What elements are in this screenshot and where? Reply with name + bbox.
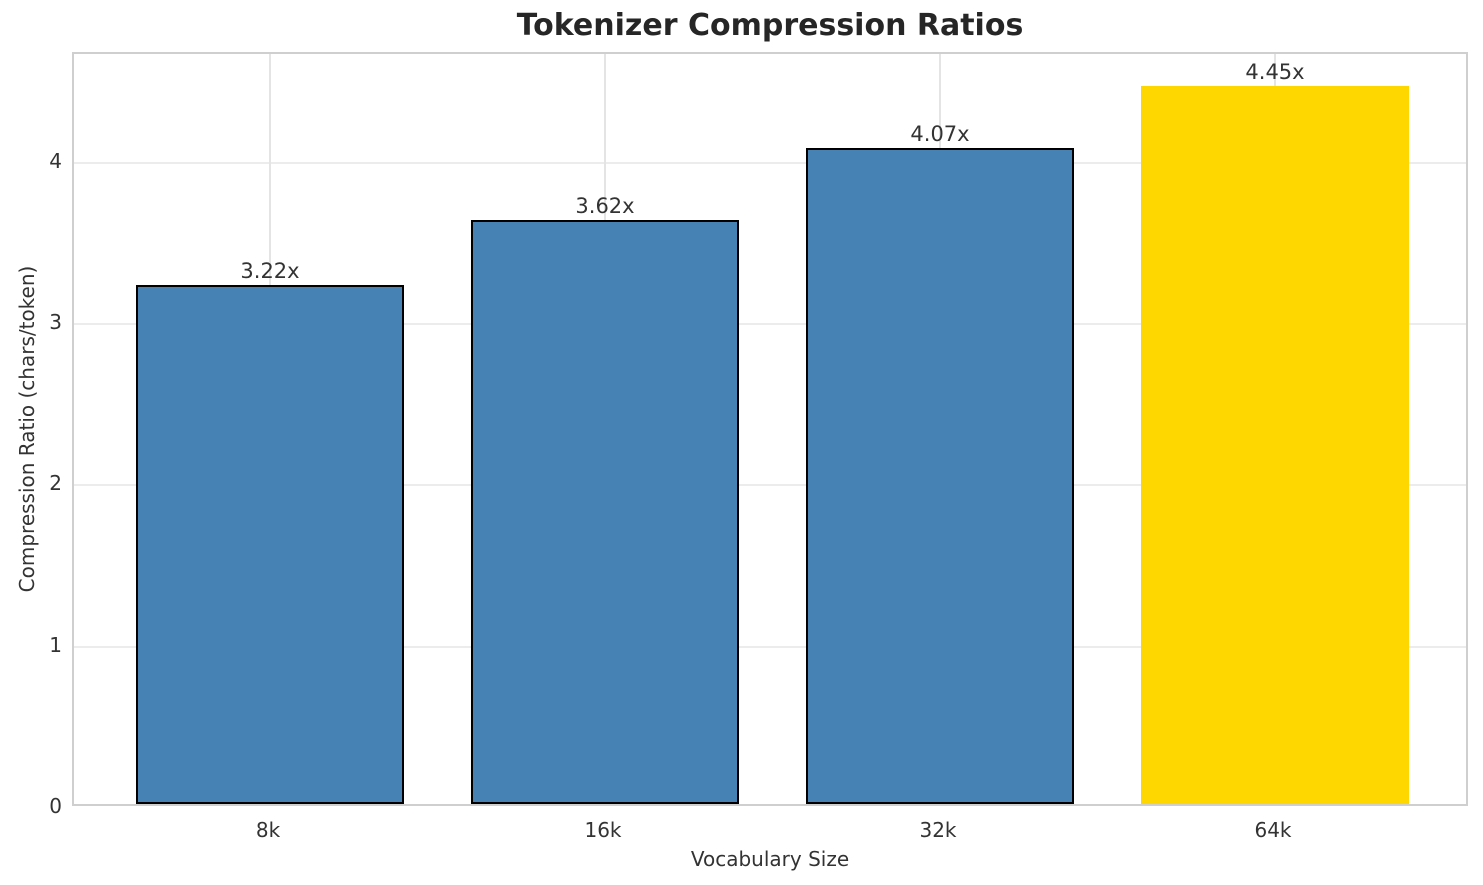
y-tick-label-4: 4: [49, 148, 62, 173]
bar-16k: [471, 220, 739, 804]
gridline-y-1: [74, 645, 1466, 648]
gridline-y-2: [74, 484, 1466, 487]
y-tick-label-3: 3: [49, 310, 62, 335]
y-tick-label-0: 0: [49, 794, 62, 818]
bar-value-label-16k: 3.62x: [575, 194, 635, 219]
bar-8k: [136, 284, 404, 804]
x-axis-label: Vocabulary Size: [690, 847, 850, 871]
plot-area: 3.22x 3.62x 4.07x 4.45x: [72, 52, 1468, 806]
x-tick-label-16k: 16k: [584, 818, 622, 842]
chart-title: Tokenizer Compression Ratios: [516, 8, 1024, 43]
bar-value-label-64k: 4.45x: [1245, 60, 1305, 85]
y-tick-label-1: 1: [49, 632, 62, 657]
bar-value-label-32k: 4.07x: [910, 121, 970, 146]
x-tick-label-8k: 8k: [255, 818, 281, 842]
x-tick-label-64k: 64k: [1254, 818, 1292, 842]
y-axis-label: Compression Ratio (chars/token): [15, 265, 39, 593]
bar-32k: [806, 147, 1074, 804]
gridline-y-3: [74, 323, 1466, 326]
y-tick-label-2: 2: [49, 471, 62, 496]
bar-64k: [1141, 86, 1409, 804]
bar-value-label-8k: 3.22x: [240, 258, 300, 283]
gridline-y-4: [74, 161, 1466, 164]
x-tick-label-32k: 32k: [919, 818, 957, 842]
